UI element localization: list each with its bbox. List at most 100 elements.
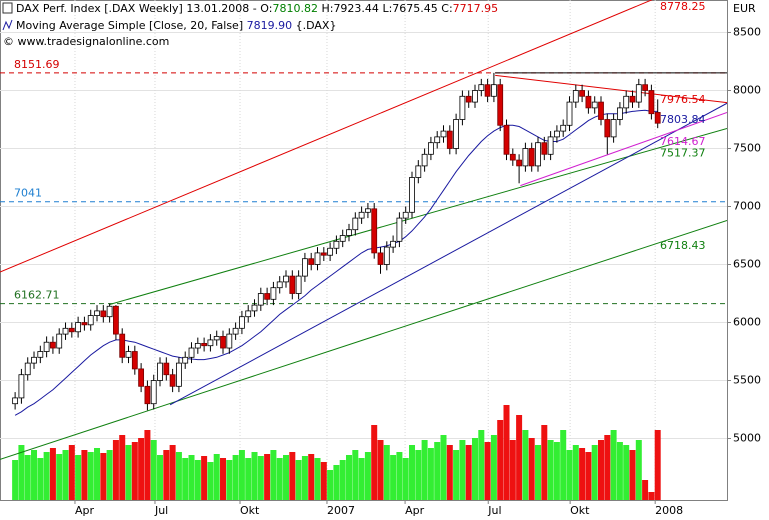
- volume-bar: [654, 430, 661, 500]
- candle-body: [396, 217, 403, 242]
- volume-bar: [207, 462, 214, 500]
- legend-ma: Moving Average Simple [Close, 20, False]…: [16, 19, 336, 32]
- y-tick-label: 6000: [733, 316, 761, 329]
- level-label: 8151.69: [14, 58, 60, 71]
- volume-bar: [629, 450, 636, 500]
- y-tick-label: 7000: [733, 199, 761, 212]
- candle-body: [18, 374, 25, 399]
- candle-body: [182, 356, 189, 364]
- candle-body: [579, 90, 586, 97]
- volume-bar: [245, 458, 252, 500]
- candle-body: [554, 130, 560, 138]
- candle-body: [276, 281, 283, 289]
- volume-bar: [276, 458, 283, 500]
- trendline-label: 7976.54: [660, 93, 706, 106]
- h-label: H:: [321, 2, 333, 15]
- volume-bar: [12, 460, 19, 500]
- volume-bar: [112, 440, 119, 500]
- trendline-label: 7614.67: [660, 135, 706, 148]
- x-tick-label: Apr: [405, 504, 425, 517]
- candle-body: [377, 252, 384, 265]
- candle-body: [37, 351, 44, 358]
- candle-body: [251, 304, 258, 312]
- volume-bar: [194, 460, 201, 500]
- volume-bar: [238, 450, 245, 500]
- candle-body: [12, 397, 19, 405]
- candle-body: [138, 368, 145, 387]
- h-value: 7923.44: [333, 2, 379, 15]
- candle-body: [497, 84, 504, 126]
- candle-body: [453, 119, 460, 149]
- volume-bar: [308, 454, 315, 500]
- volume-bar: [465, 445, 472, 500]
- legend: DAX Perf. Index [.DAX Weekly] 13.01.2008…: [2, 2, 498, 48]
- volume-bar: [283, 455, 290, 500]
- volume-bar: [604, 435, 611, 500]
- volume-bar: [226, 460, 233, 500]
- volume-bar: [427, 448, 434, 500]
- volume-bar: [264, 454, 271, 500]
- volume-bar: [585, 452, 592, 500]
- volume-bar: [220, 458, 227, 500]
- candle-body: [264, 293, 271, 300]
- candle-body: [465, 95, 472, 103]
- title: DAX Perf. Index [.DAX Weekly] 13.01.2008…: [16, 2, 257, 15]
- candle-body: [239, 316, 245, 329]
- candle-body: [421, 153, 428, 167]
- volume-bar: [87, 452, 94, 500]
- l-label: L:: [382, 2, 392, 15]
- volume-bar: [396, 452, 403, 500]
- candle-body: [522, 148, 529, 167]
- candle-body: [617, 107, 623, 120]
- grid: [0, 0, 727, 500]
- candle-body: [390, 240, 397, 248]
- volume-bar: [478, 430, 485, 500]
- labels: 8151.6970416162.718778.256718.437517.377…: [10, 0, 706, 302]
- volume-bar: [333, 465, 340, 500]
- volume-bar: [472, 438, 479, 500]
- volume-bar: [547, 440, 554, 500]
- trendline-label: 7803.84: [660, 113, 706, 126]
- candle-body: [528, 148, 535, 167]
- candle-body: [314, 252, 321, 265]
- volume-bar: [560, 430, 567, 500]
- candle-body: [610, 119, 617, 138]
- candle-body: [62, 327, 69, 335]
- c-label: C:: [441, 2, 452, 15]
- x-tick-label: 2008: [655, 504, 683, 517]
- candle-body: [516, 159, 523, 167]
- volume-bar: [94, 448, 101, 500]
- candle-body: [106, 305, 113, 318]
- candle-body: [585, 95, 592, 109]
- candle-body: [226, 333, 233, 349]
- candle-body: [535, 142, 541, 167]
- volume-bar: [37, 458, 44, 500]
- icon: [2, 19, 13, 31]
- o-value: 7810.82: [272, 2, 318, 15]
- volume-bar: [43, 452, 50, 500]
- y-tick-label: 7500: [733, 141, 761, 154]
- volume-bar: [635, 440, 642, 500]
- candle-body: [623, 95, 630, 109]
- volume-bar: [484, 442, 491, 500]
- volume-bar: [106, 450, 113, 500]
- candle-body: [257, 293, 264, 306]
- volume-bar: [459, 440, 466, 500]
- volume-bar: [289, 452, 296, 500]
- ma-value: 7819.90: [247, 19, 293, 32]
- candle-body: [150, 380, 157, 405]
- volume-bar: [490, 435, 497, 500]
- trendline: [169, 102, 727, 406]
- candle-body: [472, 90, 478, 103]
- volume-bar: [610, 430, 617, 500]
- volume-bar: [18, 445, 25, 500]
- candle-body: [87, 315, 94, 326]
- volume-bar: [572, 445, 579, 500]
- volume-bar: [75, 455, 82, 500]
- volume-bar: [383, 445, 390, 500]
- trendline: [495, 74, 727, 104]
- l-value: 7675.45: [392, 2, 438, 15]
- volume-bar: [516, 415, 523, 500]
- candle-body: [541, 142, 548, 155]
